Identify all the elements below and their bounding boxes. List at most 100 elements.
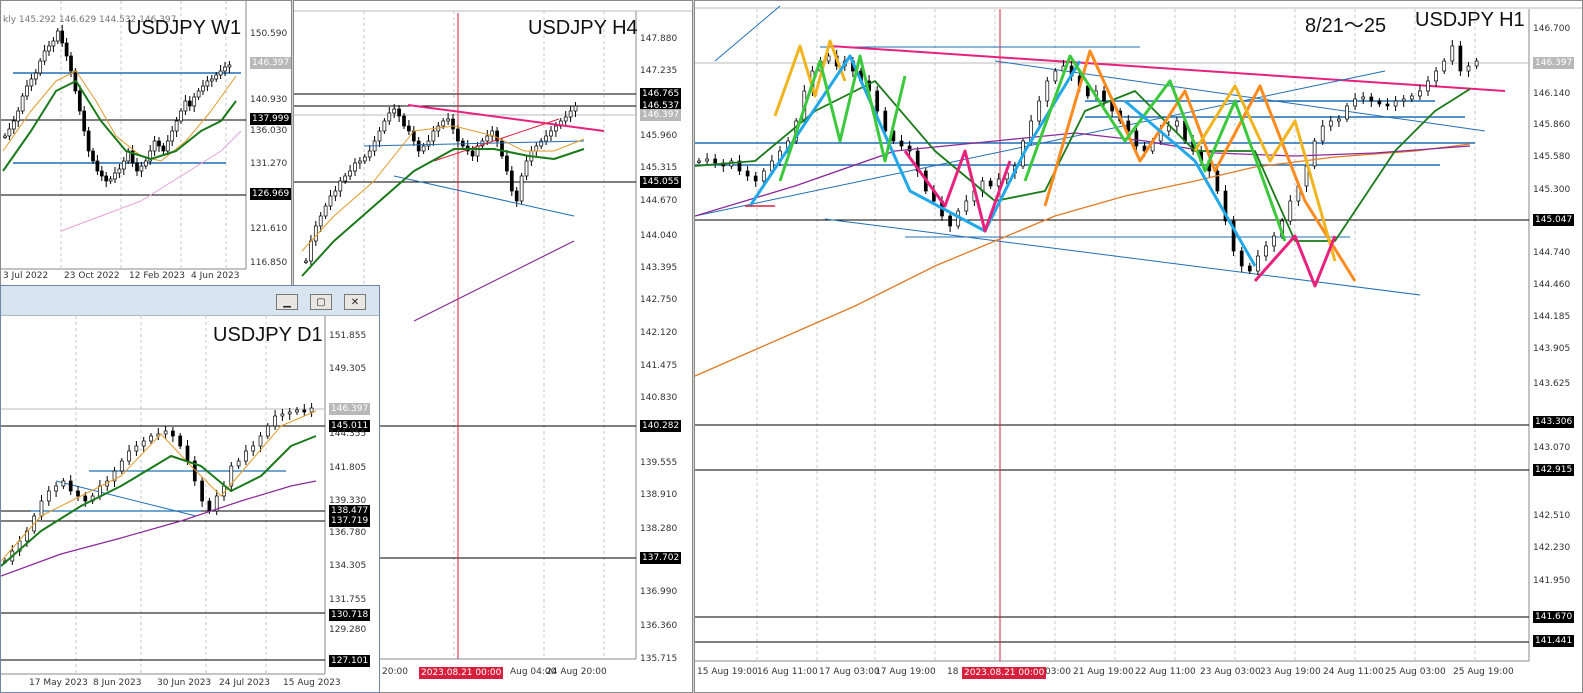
- h4-candle-body: [397, 108, 401, 117]
- h1-price-label: 146.397: [1533, 57, 1575, 69]
- h1-candle-body: [1247, 265, 1252, 272]
- w1-candle-body: [117, 168, 122, 174]
- h1-candle-body: [1045, 80, 1050, 102]
- d1-price-label: 127.101: [329, 655, 371, 667]
- d1-candle-body: [200, 480, 204, 502]
- h1-price-label: 145.580: [1533, 152, 1571, 162]
- maximize-button[interactable]: ▢: [310, 294, 332, 310]
- w1-candle-body: [108, 178, 113, 182]
- h4-candle-body: [446, 118, 450, 122]
- h1-candle-body: [1353, 98, 1357, 107]
- w1-candle-body: [64, 42, 69, 57]
- h1-chart-canvas: [695, 5, 1582, 662]
- h4-ma-slow: [413, 240, 575, 322]
- w1-candle-body: [69, 55, 73, 72]
- h1-candle-body: [1458, 45, 1463, 72]
- h1-date-label: 17 Aug 19:00: [875, 667, 936, 677]
- w1-candle-body: [55, 30, 60, 42]
- w1-candle-body: [161, 145, 166, 152]
- d1-candle-body: [229, 465, 234, 487]
- h1-candle-body: [1393, 100, 1398, 107]
- chart-window-h4[interactable]: USDJPY H4 147.880 147.235 146.765 146.537 14…: [293, 0, 693, 693]
- w1-price-label: 126.969: [250, 188, 291, 200]
- minimize-button[interactable]: ▁: [276, 294, 298, 310]
- h1-candle-body: [1037, 100, 1042, 122]
- d1-candle-body: [265, 425, 270, 437]
- chart-window-h1[interactable]: 8/21～25 USDJPY H1 146.700 146.397 146.140 1…: [694, 0, 1583, 693]
- d1-candle-body: [68, 480, 73, 492]
- h1-candle-body: [745, 170, 750, 177]
- h4-ma-mid: [301, 148, 585, 277]
- h1-price-label: 144.740: [1533, 248, 1571, 258]
- h1-price-label: 143.905: [1533, 344, 1571, 354]
- h1-candle-body: [1474, 60, 1479, 67]
- h1-candle-body: [1320, 125, 1325, 142]
- w1-candle-body: [183, 100, 188, 112]
- d1-ma-slow: [1, 480, 317, 577]
- w1-price-label: 121.610: [250, 224, 288, 234]
- h1-price-label: 144.185: [1533, 312, 1571, 322]
- h1-price-label: 142.230: [1533, 543, 1571, 553]
- d1-candle-body: [163, 430, 168, 435]
- d1-candle-body: [214, 495, 219, 512]
- w1-candle-body: [130, 150, 135, 164]
- h1-candle-body: [1426, 80, 1430, 92]
- h4-candle-body: [568, 110, 573, 118]
- h1-price-label: 145.300: [1533, 185, 1571, 195]
- h4-candle-body: [333, 190, 338, 197]
- h1-price-label: 144.460: [1533, 280, 1571, 290]
- d1-candle-body: [141, 440, 146, 447]
- h4-ma-fast: [301, 125, 585, 252]
- h1-candle-body: [1239, 250, 1244, 267]
- w1-candle-body: [157, 140, 161, 147]
- h4-candle-body: [563, 116, 568, 122]
- h1-date-label: 23 Aug 19:00: [1260, 667, 1321, 677]
- h1-candle-body: [761, 170, 766, 182]
- w1-ma-fast: [2, 70, 237, 162]
- h4-candle-body: [441, 120, 446, 127]
- d1-price-label: 131.755: [329, 595, 367, 605]
- d1-price-label: 138.477: [329, 505, 371, 517]
- h1-candle-body: [1442, 60, 1447, 72]
- chart-window-w1[interactable]: kly 145.292 146.629 144.532 146.397 USDJ…: [0, 0, 292, 287]
- h4-candle-body: [367, 150, 372, 158]
- d1-price-label: 134.305: [329, 561, 367, 571]
- h4-price-label: 138.910: [640, 490, 678, 500]
- chart-window-d1[interactable]: ▁ ▢ ✕ USDJPY D1 151.855 149.305 146.397 145…: [0, 285, 380, 693]
- d1-candle-body: [258, 435, 263, 447]
- d1-candle-body: [127, 450, 131, 462]
- h1-price-label: 141.441: [1533, 635, 1575, 647]
- d1-candle-body: [171, 430, 175, 437]
- h4-price-label: 142.120: [640, 328, 678, 338]
- h1-candle-body: [1272, 235, 1276, 247]
- d1-candle-body: [273, 415, 277, 427]
- h1-candle-body: [1361, 96, 1366, 100]
- h4-candle-body: [470, 150, 475, 157]
- h1-candle-body: [1215, 170, 1220, 192]
- d1-candle-body: [287, 411, 292, 415]
- h1-candle-body: [1369, 96, 1374, 102]
- h4-candle-body: [338, 180, 343, 192]
- h1-candle-body: [1328, 120, 1333, 127]
- h4-candle-body: [534, 145, 539, 152]
- w1-candle-body: [205, 80, 210, 87]
- h1-price-label: 143.625: [1533, 379, 1571, 389]
- h1-date-label: 24 Aug 11:00: [1323, 667, 1384, 677]
- h1-candle-body: [883, 110, 888, 132]
- w1-price-label: 150.590: [250, 29, 288, 39]
- close-button[interactable]: ✕: [344, 294, 366, 310]
- h4-candle-body: [509, 170, 514, 192]
- d1-ma-mid: [1, 435, 317, 567]
- w1-price-label: 146.397: [250, 57, 291, 69]
- h1-date-label: 25 Aug 03:00: [1385, 667, 1446, 677]
- h1-candle-body: [875, 90, 880, 112]
- h4-candle-body: [426, 140, 431, 147]
- w1-candle-body: [214, 74, 219, 80]
- h4-candle-body: [353, 162, 357, 172]
- w1-candle-body: [7, 128, 12, 137]
- w1-candle-body: [25, 85, 29, 97]
- w1-candle-body: [29, 78, 34, 87]
- h1-candle-body: [705, 158, 709, 162]
- h1-blue-trendline: [824, 218, 1421, 296]
- h4-candle-body: [402, 115, 406, 127]
